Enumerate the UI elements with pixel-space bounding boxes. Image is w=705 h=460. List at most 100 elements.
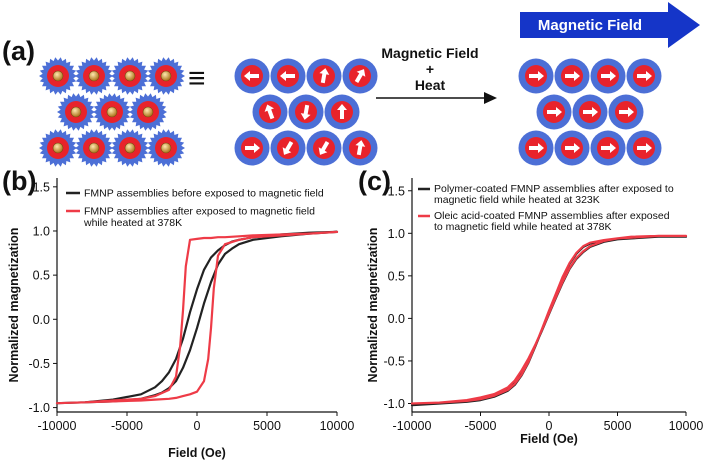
panel-a: (a) ≡ Magnetic Field + Heat Magnetic Fie… <box>2 2 700 167</box>
x-tick-label: 10000 <box>320 419 355 433</box>
magnetic-particle <box>518 58 554 94</box>
process-label-field: Magnetic Field <box>381 45 478 61</box>
banner-label: Magnetic Field <box>538 17 642 34</box>
magnetic-particle <box>324 94 360 130</box>
magnetic-particle <box>608 94 644 130</box>
magnetic-particle <box>306 58 342 94</box>
panel-b-xlabel: Field (Oe) <box>168 446 226 460</box>
fuzzy-particle <box>57 93 95 131</box>
legend-c-entry-1-line-2: magnetic field while heated at 323K <box>434 194 600 206</box>
y-tick-label: 1.5 <box>388 184 405 198</box>
x-tick-label: 0 <box>194 419 201 433</box>
moment-arrow-icon <box>337 104 347 119</box>
nanoparticle-core <box>160 142 172 154</box>
panel-c-legend: Polymer-coated FMNP assemblies after exp… <box>418 183 674 233</box>
moment-arrow-icon <box>355 140 366 156</box>
magnetic-particle <box>342 130 378 166</box>
x-tick-label: 5000 <box>253 419 281 433</box>
particle-grid-as-synthesized <box>39 57 185 167</box>
moment-arrow-icon <box>319 68 330 84</box>
panel-b-label: (b) <box>2 166 36 196</box>
process-label-plus: + <box>426 61 434 77</box>
magnetic-particle <box>626 58 662 94</box>
panel-c-label: (c) <box>358 166 391 196</box>
magnetic-particle <box>590 130 626 166</box>
x-tick-label: 10000 <box>669 419 704 433</box>
panel-b-legend: FMNP assemblies before exposed to magnet… <box>66 188 324 229</box>
moment-arrow-icon <box>280 71 295 81</box>
fuzzy-particle <box>111 57 149 95</box>
fuzzy-particle <box>147 57 185 95</box>
moment-arrow-icon <box>619 107 634 117</box>
y-tick-label: 0.5 <box>388 269 405 283</box>
fuzzy-particle <box>75 129 113 167</box>
moment-arrow-icon <box>264 104 275 120</box>
panel-c-ylabel: Normalized magnetization <box>366 228 380 383</box>
y-tick-label: 1.0 <box>388 227 405 241</box>
y-tick-label: 0.0 <box>388 312 405 326</box>
fuzzy-particle <box>93 93 131 131</box>
panel-b-ylabel: Normalized magnetization <box>7 228 21 383</box>
x-tick-label: -10000 <box>393 419 432 433</box>
process-arrow-head <box>484 92 497 104</box>
panel-c-xlabel: Field (Oe) <box>520 432 578 446</box>
hysteresis-loop-series-2 <box>55 230 339 405</box>
magnetic-particle <box>342 58 378 94</box>
fuzzy-particle <box>39 129 77 167</box>
fuzzy-particle <box>111 129 149 167</box>
hysteresis-loop-series-1 <box>410 235 688 407</box>
x-tick-label: 5000 <box>604 419 632 433</box>
moment-arrow-icon <box>529 71 544 81</box>
moment-arrow-icon <box>282 140 294 155</box>
legend-b-entry-2-line-2: while heated at 378K <box>83 217 182 229</box>
magnetic-particle <box>270 58 306 94</box>
y-tick-label: 0.5 <box>33 269 50 283</box>
nanoparticle-core <box>70 106 82 118</box>
legend-b-entry-2-line-1: FMNP assemblies after exposed to magneti… <box>84 206 315 218</box>
magnetic-particle <box>626 130 662 166</box>
fuzzy-particle <box>147 129 185 167</box>
moment-arrow-icon <box>637 143 652 153</box>
y-tick-label: -1.0 <box>383 397 405 411</box>
fuzzy-particle <box>129 93 167 131</box>
nanoparticle-core <box>124 142 136 154</box>
moment-arrow-icon <box>529 143 544 153</box>
magnetic-particle <box>572 94 608 130</box>
moment-arrow-icon <box>583 107 598 117</box>
y-tick-label: 0.0 <box>33 313 50 327</box>
equivalence-symbol: ≡ <box>188 62 206 95</box>
panel-b-plot: -10000 -5000 0 5000 10000 -1.0 -0.5 0.0 0.5 1.0 1.… <box>28 178 354 433</box>
magnetic-particle <box>554 58 590 94</box>
legend-c-entry-2-line-2: to magnetic field while heated at 378K <box>434 221 611 233</box>
y-tick-label: 1.0 <box>33 224 50 238</box>
nanoparticle-core <box>52 142 64 154</box>
x-tick-label: 0 <box>546 419 553 433</box>
panel-c: (c) Normalized magnetization Field (Oe) … <box>358 166 703 446</box>
magnetic-particle <box>288 94 324 130</box>
x-tick-label: -5000 <box>111 419 143 433</box>
moment-arrow-icon <box>300 104 311 120</box>
magnetic-particle <box>252 94 288 130</box>
magnetic-particle <box>234 58 270 94</box>
fuzzy-particle <box>39 57 77 95</box>
panel-b: (b) Normalized magnetization Field (Oe) … <box>2 166 354 460</box>
moment-arrow-icon <box>601 71 616 81</box>
moment-arrow-icon <box>565 71 580 81</box>
magnetic-field-banner: Magnetic Field <box>520 2 700 48</box>
hysteresis-loop-series-2 <box>410 234 688 405</box>
nanoparticle-core <box>106 106 118 118</box>
moment-arrow-icon <box>244 71 259 81</box>
x-tick-label: -5000 <box>465 419 497 433</box>
moment-arrow-icon <box>318 140 330 155</box>
fuzzy-particle <box>75 57 113 95</box>
legend-b-entry-1: FMNP assemblies before exposed to magnet… <box>84 188 324 200</box>
y-tick-label: 1.5 <box>33 180 50 194</box>
magnetic-particle <box>270 130 306 166</box>
banner-arrow-shape <box>520 2 700 48</box>
magnetic-particle <box>306 130 342 166</box>
moment-arrow-icon <box>565 143 580 153</box>
particle-grid-random-moments <box>234 58 378 166</box>
process-arrow: Magnetic Field + Heat <box>376 45 497 104</box>
nanoparticle-core <box>88 70 100 82</box>
